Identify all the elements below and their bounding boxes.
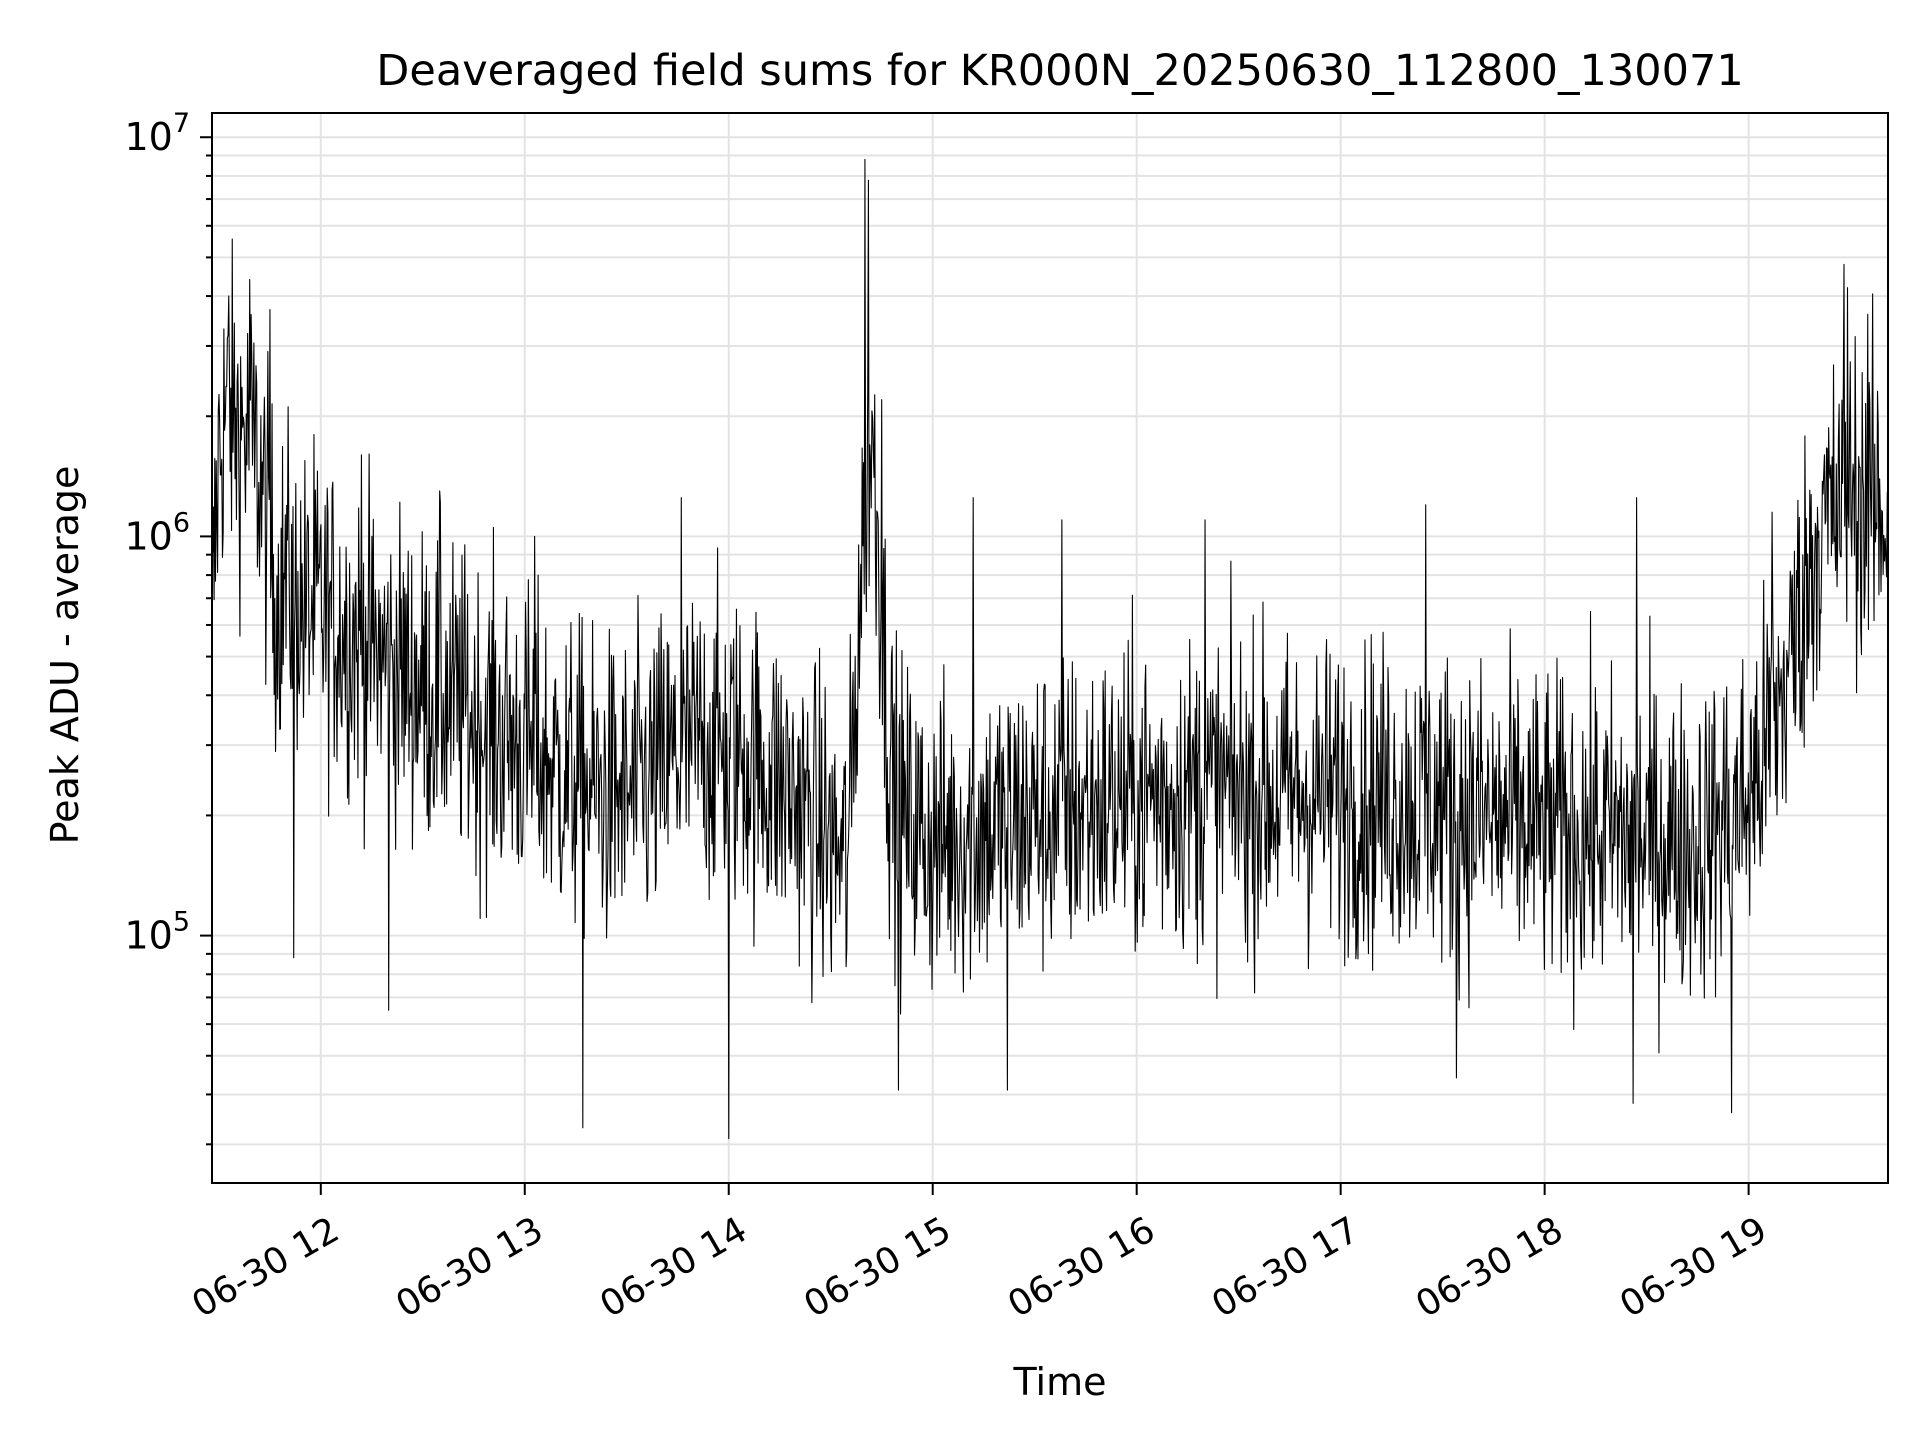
x-tick-label: 06-30 17 (1205, 1209, 1366, 1325)
y-tick-label: 106 (124, 507, 190, 558)
x-axis: 06-30 12 06-30 13 06-30 14 06-30 15 06-30 16… (185, 1183, 1774, 1326)
x-tick-label: 06-30 13 (389, 1209, 550, 1325)
x-tick-label: 06-30 16 (1001, 1209, 1162, 1325)
y-tick-label: 105 (124, 907, 190, 958)
x-tick-label: 06-30 12 (185, 1209, 346, 1325)
x-tick-label: 06-30 15 (797, 1209, 958, 1325)
y-axis: 105 106 107 (124, 108, 212, 1146)
y-axis-label: Peak ADU - average (43, 466, 87, 845)
y-tick-label: 107 (124, 108, 190, 159)
x-axis-label: Time (1013, 1360, 1107, 1404)
x-tick-label: 06-30 14 (593, 1209, 754, 1325)
x-tick-label: 06-30 19 (1613, 1209, 1774, 1325)
x-tick-label: 06-30 18 (1409, 1209, 1570, 1325)
series-line (211, 158, 1889, 1140)
axes-frame (211, 112, 1889, 1184)
chart-title: Deaveraged field sums for KR000N_2025063… (376, 46, 1743, 96)
plot-area (211, 158, 1889, 1140)
